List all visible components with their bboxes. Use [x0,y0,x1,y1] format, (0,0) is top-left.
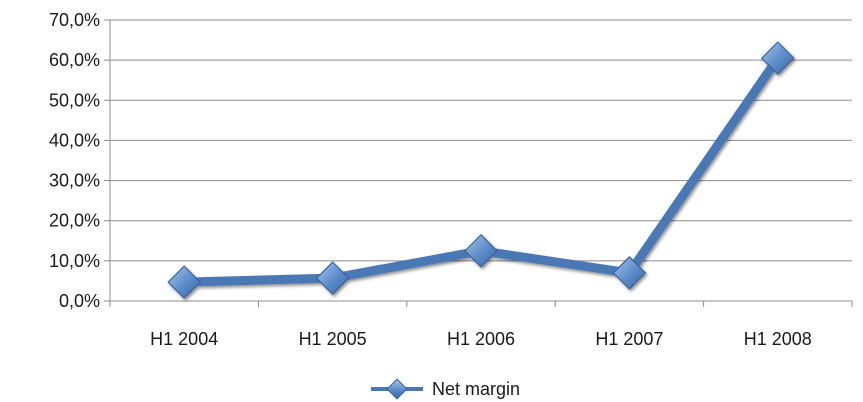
x-tick-label: H1 2008 [744,329,812,349]
data-point-marker [315,261,350,295]
data-point-marker [464,233,498,268]
data-point-marker [612,256,647,290]
data-point-marker [760,41,795,75]
y-tick-label: 0,0% [59,291,100,311]
y-tick-label: 60,0% [49,50,100,70]
gridlines [104,19,852,302]
y-tick-label: 10,0% [49,251,100,271]
x-tick-label: H1 2005 [299,329,367,349]
x-tick-labels: H1 2004 H1 2005 H1 2006 H1 2007 H1 2008 [150,329,812,349]
series-net-margin [167,41,795,299]
y-tick-labels: 0,0% 10,0% 20,0% 30,0% 40,0% 50,0% 60,0% 70,0% [49,10,100,311]
y-tick-label: 20,0% [49,211,100,231]
y-tick-label: 40,0% [49,130,100,150]
y-tick-label: 30,0% [49,171,100,191]
legend-marker-diamond [386,378,408,400]
x-tick-label: H1 2004 [150,329,218,349]
legend: Net margin [371,378,520,400]
axes [109,20,853,307]
data-point-marker [167,265,202,299]
y-tick-label: 70,0% [49,10,100,30]
x-tick-label: H1 2006 [447,329,515,349]
x-tick-label: H1 2007 [595,329,663,349]
legend-label: Net margin [432,379,520,399]
y-tick-label: 50,0% [49,90,100,110]
